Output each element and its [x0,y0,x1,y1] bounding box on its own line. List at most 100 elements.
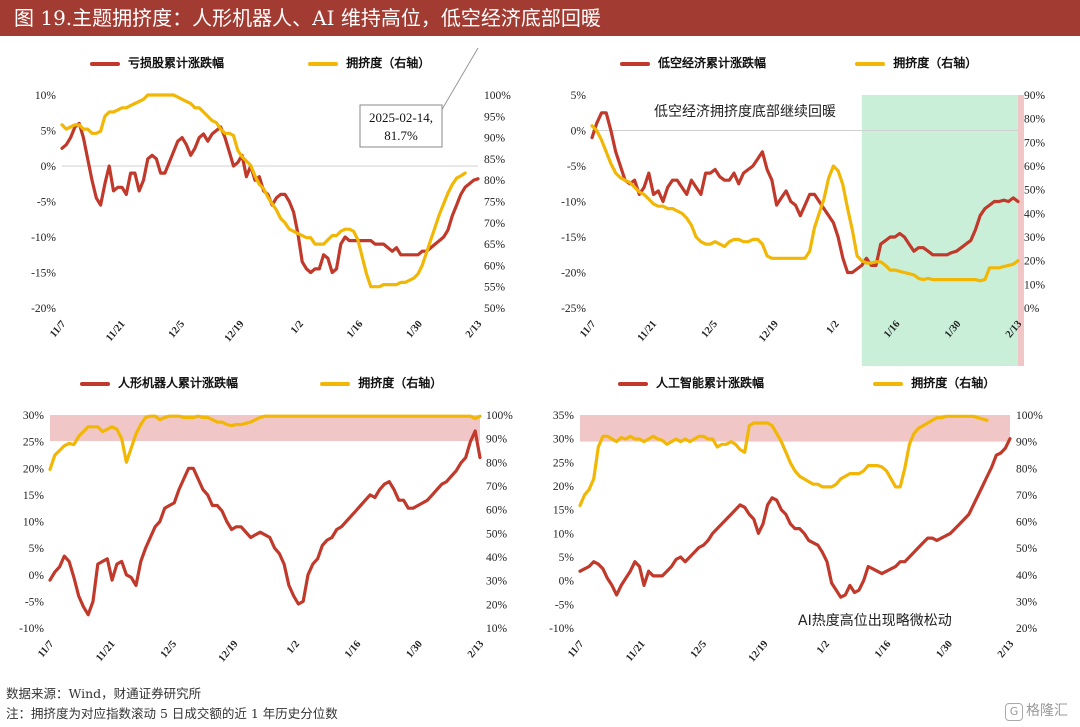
x-tick-label: 1/16 [343,639,363,660]
left-tick-label: 0% [29,570,45,582]
x-tick-label: 11/21 [624,639,647,664]
right-tick-label: 80% [486,457,508,469]
figure-title: 图 19.主题拥挤度：人形机器人、AI 维持高位，低空经济底部回暖 [0,0,1080,36]
x-tick-label: 12/19 [747,639,771,664]
left-tick-label: -5% [567,161,587,173]
x-tick-label: 1/2 [289,319,306,336]
series-line-return [590,111,1020,275]
right-tick-label: 60% [1024,161,1046,173]
x-tick-label: 11/7 [578,319,598,340]
left-tick-label: 10% [553,528,575,540]
x-tick-label: 11/21 [636,319,659,344]
legend-entry-1-yellow: 拥挤度（右轴） [308,54,430,71]
left-tick-label: 35% [553,410,575,422]
right-tick-label: 50% [1024,185,1046,197]
left-tick-label: -25% [561,303,586,315]
footer: 数据来源：Wind，财通证券研究所 注：拥挤度为对应指数滚动 5 日成交额的近 … [6,684,338,724]
right-tick-label: 100% [1016,410,1043,422]
x-tick-label: 1/2 [285,639,302,656]
series-line-crowding [60,93,467,289]
left-tick-label: 20% [23,463,45,475]
x-tick-label: 11/7 [566,639,586,660]
x-tick-label: 1/30 [934,639,954,660]
right-tick-label: 20% [1024,256,1046,268]
legend-entry-4-red: 人工智能累计涨跌幅 [618,374,764,391]
recent-band [1018,95,1024,366]
x-tick-label: 12/19 [757,319,781,344]
source-note: 数据来源：Wind，财通证券研究所 [6,686,202,701]
x-tick-label: 1/16 [345,319,365,340]
right-tick-label: 80% [1016,463,1038,475]
chart-panel-3: 人形机器人累计涨跌幅 拥挤度（右轴） 30% 25% 20% 15% 10% 5% 0% -5… [0,368,540,682]
left-tick-label: -20% [561,268,586,280]
left-tick-label: 25% [23,437,45,449]
right-tick-label: 70% [1016,490,1038,502]
x-tick-label: 12/19 [217,639,241,664]
right-tick-label: 65% [484,239,506,251]
right-tick-label: 80% [484,175,506,187]
series-line-return [48,429,482,617]
right-tick-label: 0% [1024,303,1040,315]
left-tick-label: -5% [555,599,575,611]
right-tick-label: 30% [1024,232,1046,244]
legend-entry-2-yellow: 拥挤度（右轴） [855,54,977,71]
right-tick-label: 10% [1024,279,1046,291]
left-tick-label: 5% [571,90,587,102]
annotation-text: 81.7% [384,128,418,143]
chart-panel-1: 亏损股累计涨跌幅 拥挤度（右轴） 10% 5% 0% -5% -10% -15% -20% 1… [0,48,540,366]
watermark-text: 格隆汇 [1026,703,1068,719]
left-tick-label: 5% [559,552,575,564]
right-tick-label: 40% [1016,570,1038,582]
right-tick-label: 60% [484,260,506,272]
left-tick-label: 5% [41,126,57,138]
right-tick-label: 55% [484,282,506,294]
left-tick-label: 0% [41,161,57,173]
right-tick-label: 90% [1024,90,1046,102]
x-tick-label: 11/7 [48,319,68,340]
x-tick-label: 1/2 [815,639,832,656]
x-tick-label: 11/21 [94,639,117,664]
method-note: 注：拥挤度为对应指数滚动 5 日成交额的近 1 年历史分位数 [6,706,338,721]
watermark: G 格隆汇 [1005,700,1068,721]
series-line-return [578,437,1012,599]
left-tick-label: -15% [561,232,586,244]
legend-label: 拥挤度（右轴） [358,376,443,390]
x-tick-label: 12/19 [223,319,247,344]
x-tick-label: 11/7 [36,639,56,660]
chart-panel-4: 人工智能累计涨跌幅 拥挤度（右轴） 35% 30% 25% 20% 15% 10% 5% 0%… [540,368,1080,682]
right-tick-label: 30% [1016,596,1038,608]
legend-entry-2-red: 低空经济累计涨跌幅 [620,54,766,71]
x-tick-label: 1/2 [825,319,842,336]
right-tick-label: 40% [1024,208,1046,220]
x-tick-label: 1/30 [404,319,424,340]
right-tick-label: 60% [1016,517,1038,529]
legend-label: 亏损股累计涨跌幅 [128,56,225,70]
right-tick-label: 60% [486,505,508,517]
left-tick-label: 15% [553,505,575,517]
left-tick-label: -10% [19,623,44,635]
legend-2: 低空经济累计涨跌幅 拥挤度（右轴） [620,54,977,71]
right-tick-label: 20% [1016,623,1038,635]
annotation-box [359,104,443,148]
x-tick-label: 11/21 [104,319,127,344]
left-tick-label: 0% [571,126,587,138]
legend-label: 低空经济累计涨跌幅 [658,56,767,70]
right-tick-label: 80% [1024,114,1046,126]
legend-label: 拥挤度（右轴） [911,376,996,390]
left-tick-label: 30% [23,410,45,422]
right-tick-label: 95% [484,111,506,123]
right-tick-label: 90% [484,133,506,145]
left-tick-label: -5% [25,596,45,608]
legend-label: 人工智能累计涨跌幅 [656,376,765,390]
legend-label: 拥挤度（右轴） [893,56,978,70]
left-tick-label: 20% [553,481,575,493]
x-tick-label: 12/5 [689,639,709,660]
left-tick-label: 10% [35,90,57,102]
x-tick-label: 2/13 [996,639,1016,660]
right-tick-label: 90% [486,434,508,446]
right-tick-label: 100% [484,90,511,102]
crowding-band [580,415,1010,442]
left-tick-label: -5% [37,197,57,209]
legend-label: 拥挤度（右轴） [346,56,431,70]
left-tick-label: 25% [553,457,575,469]
